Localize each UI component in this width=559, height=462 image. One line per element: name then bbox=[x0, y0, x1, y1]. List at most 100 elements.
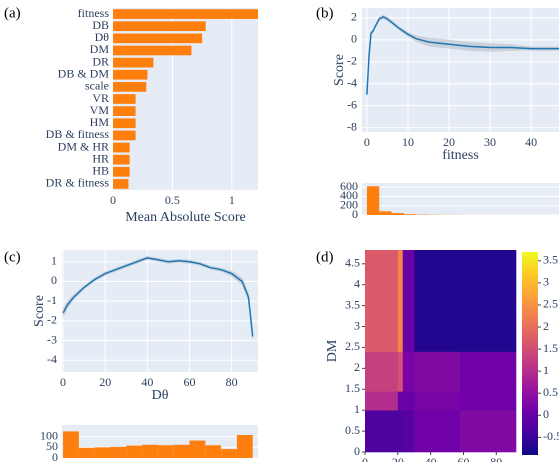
y-axis-title: Score bbox=[32, 295, 47, 327]
x-tick-label: 20 bbox=[392, 455, 404, 462]
heatmap-cell bbox=[402, 250, 415, 352]
y-tick-label: 0 bbox=[354, 444, 360, 458]
plot-background bbox=[62, 250, 258, 372]
y-tick-label: DR bbox=[92, 54, 109, 68]
colorbar-tick-label: 1 bbox=[543, 363, 549, 377]
bar bbox=[113, 94, 136, 104]
y-tick-label: 2 bbox=[354, 360, 360, 374]
histogram-bar bbox=[94, 447, 111, 458]
heatmap-cell bbox=[414, 351, 461, 392]
heatmap-cell bbox=[365, 250, 399, 352]
y-tick-label: -3 bbox=[47, 332, 57, 346]
bar bbox=[113, 45, 192, 56]
x-tick-label: 80 bbox=[490, 455, 502, 462]
x-tick-label: 0 bbox=[364, 135, 370, 149]
x-tick-label: 40 bbox=[425, 455, 437, 462]
bar bbox=[113, 9, 258, 19]
y-tick-label: 100 bbox=[40, 428, 58, 442]
colorbar-tick-label: -0.5 bbox=[543, 429, 559, 443]
y-tick-label: -4 bbox=[347, 75, 357, 89]
y-tick-label: 600 bbox=[340, 179, 358, 193]
y-tick-label: HR bbox=[92, 151, 109, 165]
x-tick-label: 30 bbox=[484, 135, 496, 149]
y-axis-title: DM bbox=[325, 339, 340, 362]
heatmap-cell bbox=[397, 351, 404, 392]
x-tick-label: 80 bbox=[226, 375, 238, 389]
line bbox=[62, 257, 254, 337]
x-tick-label: 0.5 bbox=[165, 193, 180, 207]
bar bbox=[113, 82, 147, 92]
x-axis-title: fitness bbox=[442, 148, 479, 163]
y-tick-label: -8 bbox=[347, 119, 357, 133]
y-tick-label: scale bbox=[85, 79, 109, 93]
heatmap-cell bbox=[397, 391, 404, 411]
histogram-bar bbox=[379, 211, 392, 215]
colorbar-tick-label: 2 bbox=[543, 319, 549, 333]
y-tick-label: 400 bbox=[340, 188, 358, 202]
y-tick-label: 0 bbox=[352, 207, 358, 221]
y-tick-label: 0 bbox=[51, 273, 57, 287]
histogram-bar bbox=[366, 186, 380, 215]
y-tick-label: -2 bbox=[347, 54, 357, 68]
heatmap-cell bbox=[365, 391, 399, 411]
y-tick-label: 200 bbox=[340, 197, 358, 211]
x-tick-label: 60 bbox=[184, 375, 196, 389]
y-tick-label: -1 bbox=[47, 293, 57, 307]
heatmap-cell bbox=[397, 410, 404, 453]
panel-label: (c) bbox=[4, 249, 21, 265]
histogram-bar bbox=[110, 446, 127, 458]
y-tick-label: DB & DM bbox=[58, 66, 110, 80]
x-tick-label: 1 bbox=[229, 193, 235, 207]
colorbar-tick-label: 1.5 bbox=[543, 341, 558, 355]
x-tick-label: 60 bbox=[457, 455, 469, 462]
heatmap-cell bbox=[414, 410, 461, 453]
y-tick-label: HM bbox=[90, 115, 110, 129]
x-tick-label: 0 bbox=[362, 455, 368, 462]
bar bbox=[113, 57, 154, 68]
bar bbox=[113, 142, 130, 153]
histogram-bar bbox=[173, 444, 190, 458]
histogram-bar bbox=[221, 449, 237, 458]
y-tick-label: 3 bbox=[354, 318, 360, 332]
y-tick-label: 2.5 bbox=[345, 339, 360, 353]
x-tick-label: 10 bbox=[402, 135, 414, 149]
y-tick-label: 1 bbox=[354, 402, 360, 416]
colorbar-tick-label: 3 bbox=[543, 275, 549, 289]
y-tick-label: 50 bbox=[46, 439, 58, 453]
y-tick-label: DB bbox=[92, 18, 109, 32]
panel-label: (b) bbox=[316, 5, 334, 21]
heatmap-cell bbox=[414, 391, 461, 411]
y-tick-label: Dθ bbox=[95, 30, 110, 44]
histogram-bar bbox=[189, 440, 206, 458]
bar bbox=[113, 33, 203, 44]
x-axis-title: Dθ bbox=[152, 388, 169, 403]
x-tick-label: 0 bbox=[60, 375, 66, 389]
heatmap-cell bbox=[402, 351, 415, 392]
heatmap-cell bbox=[402, 410, 415, 453]
histogram-bar bbox=[78, 447, 95, 458]
y-tick-label: fitness bbox=[78, 6, 110, 20]
y-tick-label: 0.5 bbox=[345, 423, 360, 437]
bar bbox=[113, 106, 136, 116]
histogram-bar bbox=[63, 431, 79, 458]
panel-label: (d) bbox=[316, 249, 334, 265]
y-tick-label: 4.5 bbox=[345, 256, 360, 270]
bar bbox=[113, 179, 129, 189]
y-tick-label: -4 bbox=[47, 352, 57, 366]
colorbar-tick-label: 0 bbox=[543, 407, 549, 421]
heatmap-cell bbox=[460, 410, 517, 453]
heatmap-cell bbox=[460, 250, 517, 352]
heatmap-cell bbox=[365, 410, 399, 453]
y-tick-label: -6 bbox=[347, 97, 357, 111]
colorbar bbox=[522, 252, 538, 455]
y-tick-label: DR & fitness bbox=[46, 176, 110, 190]
y-tick-label: DB & fitness bbox=[46, 127, 110, 141]
bar bbox=[113, 118, 136, 129]
bar bbox=[113, 130, 136, 141]
histogram-bar bbox=[205, 445, 222, 458]
x-tick-label: 40 bbox=[141, 375, 153, 389]
y-tick-label: 0 bbox=[351, 32, 357, 46]
bar bbox=[113, 154, 130, 165]
